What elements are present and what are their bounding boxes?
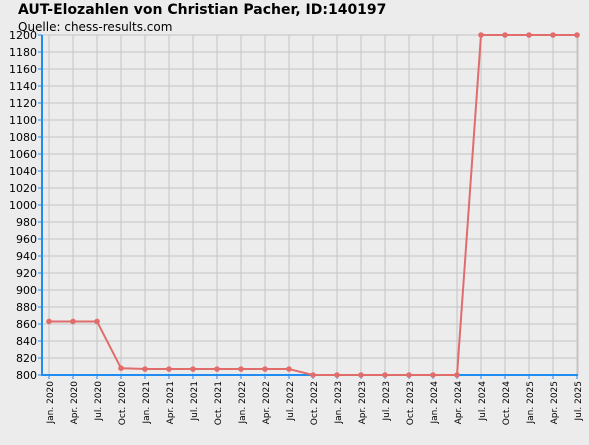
data-point [334,372,340,378]
x-tick-label: Jul. 2022 [286,381,296,422]
data-point [142,366,148,372]
data-point [406,372,412,378]
y-tick-label: 980 [16,216,37,229]
y-tick-label: 1180 [9,46,37,59]
chart-title: AUT-Elozahlen von Christian Pacher, ID:1… [18,2,387,18]
x-tick-label: Oct. 2024 [502,381,512,425]
x-tick-label: Apr. 2025 [550,381,560,424]
y-tick-label: 1000 [9,199,37,212]
y-tick-label: 840 [16,335,37,348]
data-point [502,32,508,38]
x-tick-label: Oct. 2022 [310,381,320,425]
y-tick-label: 860 [16,318,37,331]
data-point [382,372,388,378]
x-tick-label: Jan. 2020 [46,381,56,425]
data-point [430,372,436,378]
data-point [478,32,484,38]
data-point [454,372,460,378]
x-tick-label: Jan. 2023 [334,381,344,425]
x-tick-label: Jul. 2021 [190,381,200,422]
chart-subtitle: Quelle: chess-results.com [18,20,173,34]
series-layer [46,32,580,378]
data-point [574,32,580,38]
x-tick-label: Jan. 2025 [526,381,536,425]
y-tick-label: 1040 [9,165,37,178]
y-tick-label: 820 [16,352,37,365]
x-tick-label: Apr. 2020 [70,381,80,425]
y-tick-label: 920 [16,267,37,280]
x-tick-label: Oct. 2021 [214,381,224,425]
x-tick-label: Jan. 2022 [238,381,248,425]
x-tick-label: Jul. 2023 [382,381,392,422]
x-tick-label: Oct. 2023 [406,381,416,425]
data-point [46,318,52,325]
y-tick-label: 1020 [9,182,37,195]
x-tick-label: Jul. 2025 [574,381,584,422]
data-point [526,32,532,38]
data-point [190,366,196,372]
x-tick-label: Apr. 2022 [262,381,272,424]
data-point [118,365,124,372]
x-tick-label: Jul. 2024 [478,381,488,422]
y-tick-label: 1060 [9,148,37,161]
y-tick-label: 960 [16,233,37,246]
y-tick-label: 880 [16,301,37,314]
x-tick-label: Jul. 2020 [94,381,104,422]
data-point [262,366,268,372]
data-point [166,366,172,372]
y-tick-label: 1120 [9,97,37,110]
data-point [550,32,556,38]
x-tick-label: Oct. 2020 [118,381,128,425]
data-point [238,366,244,372]
data-point [310,372,316,378]
y-tick-label: 940 [16,250,37,263]
y-tick-label: 800 [16,369,37,382]
data-point [358,372,364,378]
data-point [214,366,220,372]
x-tick-label: Jan. 2021 [142,381,152,425]
x-tick-label: Jan. 2024 [430,381,440,425]
x-tick-label: Apr. 2024 [454,381,464,425]
data-point [70,318,76,325]
x-tick-label: Apr. 2023 [358,381,368,424]
x-tick-label: Apr. 2021 [166,381,176,424]
label-layer: 800 820 840 860 880 900 920 940 960 980 1000 1020 10… [9,29,584,425]
y-tick-label: 1100 [9,114,37,127]
data-point [286,366,292,372]
axis-layer [38,34,578,379]
y-tick-label: 1160 [9,63,37,76]
y-tick-label: 1080 [9,131,37,144]
y-tick-label: 1200 [9,29,37,42]
grid-layer [42,34,579,376]
y-tick-label: 900 [16,284,37,297]
y-tick-label: 1140 [9,80,37,93]
data-point [94,318,100,325]
